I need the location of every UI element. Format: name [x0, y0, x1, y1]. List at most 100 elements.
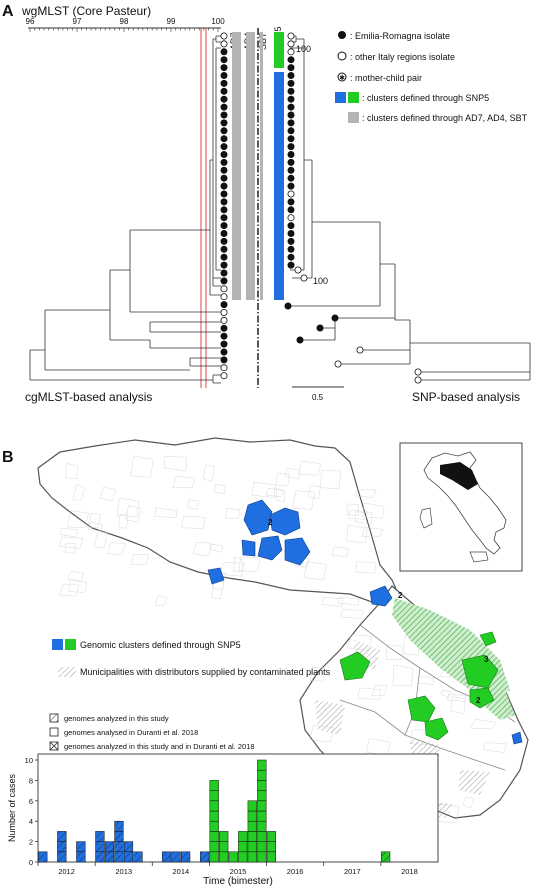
snp-tip-marker [287, 40, 295, 48]
panel-a-label: A [2, 3, 14, 20]
hist-bar-hatch [95, 841, 105, 852]
snp-tip-marker [356, 346, 364, 354]
blue-clusters [207, 499, 523, 745]
snp-tip-marker [287, 127, 295, 135]
cluster-bar-sbt [260, 32, 263, 300]
scale-tick-98: 98 [120, 17, 129, 26]
snp-tip-marker [287, 182, 295, 190]
bootstrap-top: 100 [296, 44, 311, 54]
map-legend: Genomic clusters defined through SNP5 Mu… [52, 639, 331, 677]
hist-bar-hatch [114, 831, 124, 842]
legend-star-circle [337, 72, 347, 82]
cgmlst-tip-marker [220, 56, 228, 64]
hist-bar-cell [209, 841, 219, 853]
cgmlst-tip-marker [220, 103, 228, 111]
snp-tip-marker [287, 222, 295, 230]
hist-bar-cell [266, 831, 276, 842]
cgmlst-tip-marker [220, 182, 228, 190]
hist-bar-cell [257, 769, 267, 781]
hist-legend-text-1: genomes analyzed in this study [64, 714, 169, 723]
hist-bar-hatch [105, 841, 114, 852]
hist-bar-cell [228, 851, 238, 863]
hist-ytick-label: 0 [29, 858, 33, 867]
map-count-4: 3 [484, 655, 489, 664]
hist-bar-cell [247, 831, 257, 842]
hist-bar-hatch [381, 851, 390, 862]
map-count-1: 2 [268, 518, 273, 527]
cgmlst-tip-marker [220, 372, 228, 380]
map-count-3: 2 [476, 696, 481, 705]
hist-legend-hatch [49, 713, 59, 723]
italy-outline [423, 451, 507, 555]
cgmlst-tip-marker [220, 135, 228, 143]
map-legend-text-2: Municipalities with distributors supplie… [80, 667, 331, 677]
cgmlst-tip-marker [220, 245, 228, 253]
hist-bar-cell [209, 810, 219, 822]
snp-tip-marker [287, 135, 295, 143]
left-caption: cgMLST-based analysis [25, 390, 152, 404]
hist-xtick-label: 2012 [58, 867, 75, 876]
cgmlst-tip-marker [220, 340, 228, 348]
histogram-frame [37, 753, 439, 863]
hist-ytick-label: 2 [29, 838, 33, 847]
legend-green-swatch [348, 92, 359, 103]
legend-a-text-3: : mother-child pair [350, 73, 422, 83]
snp-tip-marker [287, 166, 295, 174]
cgmlst-tip-marker [220, 293, 228, 301]
hist-bar-cell [209, 800, 219, 812]
cgmlst-tip-marker [220, 308, 228, 316]
hist-bar-cell [219, 841, 229, 853]
snp-tip-marker [287, 87, 295, 95]
hist-bar-hatch [114, 841, 124, 852]
cgmlst-tip-marker [220, 364, 228, 372]
cgmlst-tip-marker [220, 32, 228, 40]
cgmlst-tip-marker [220, 166, 228, 174]
hist-xtick-label: 2018 [401, 867, 418, 876]
snp-tip-marker [414, 368, 422, 376]
cgmlst-tip-marker [220, 301, 228, 309]
snp-tip-marker [287, 111, 295, 119]
hist-bar-cell [209, 851, 219, 863]
hist-legend-cross-icon [49, 741, 59, 751]
snp-tip-marker [287, 158, 295, 166]
snp-tip-marker [284, 302, 292, 310]
hist-bar-cell [257, 759, 267, 771]
cgmlst-tip-marker [220, 253, 228, 261]
legend-open-circle [337, 51, 347, 61]
snp-tip-marker [287, 56, 295, 64]
hist-bar-cell [247, 841, 257, 853]
hist-bar-hatch [57, 831, 67, 842]
cgmlst-tip-marker [220, 174, 228, 182]
hist-bar-hatch [133, 851, 143, 862]
hist-ytick-label: 8 [29, 776, 33, 785]
scale-tick-97: 97 [73, 17, 82, 26]
histogram-bars [38, 759, 391, 863]
cgmlst-tip-marker [220, 356, 228, 364]
cluster-bar-snp5-blue [274, 72, 284, 300]
histogram-axis: 0 2 4 6 8 10 2012 2013 2014 2015 2016 2017 2018 [25, 756, 418, 876]
cgmlst-tip-marker [220, 48, 228, 56]
hist-legend-text-2: genomes analysed in Duranti et al. 2018 [64, 728, 198, 737]
cgmlst-tip-marker [220, 229, 228, 237]
cgmlst-tips [220, 32, 228, 380]
cgmlst-tip-marker [220, 214, 228, 222]
legend-a-text-2: : other Italy regions isolate [350, 52, 455, 62]
cgmlst-tip-marker [220, 348, 228, 356]
snp-tip-marker [287, 253, 295, 261]
snp-tip-marker [287, 245, 295, 253]
cgmlst-tip-marker [220, 95, 228, 103]
cgmlst-tip-marker [220, 64, 228, 72]
hist-ylabel: Number of cases [7, 773, 17, 842]
map-legend-hatch [58, 667, 76, 677]
cgmlst-tip-marker [220, 119, 228, 127]
legend-a: : Emilia-Romagna isolate : other Italy r… [335, 31, 528, 123]
panel-b-label: B [2, 449, 14, 466]
cgmlst-tip-marker [220, 150, 228, 158]
hist-ytick-label: 4 [29, 817, 33, 826]
snp-tip-marker [287, 48, 295, 56]
hist-bar-cell [257, 810, 267, 822]
cgmlst-tip-marker [220, 79, 228, 87]
snp-tip-marker [294, 266, 302, 274]
hist-xtick-label: 2015 [230, 867, 247, 876]
hist-bar-cell [257, 790, 267, 802]
